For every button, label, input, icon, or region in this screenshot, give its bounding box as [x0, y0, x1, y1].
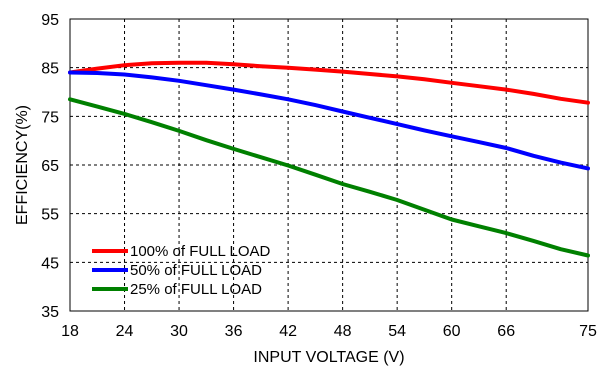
- series-line-1: [68, 60, 590, 105]
- x-tick-label: 54: [388, 323, 406, 340]
- x-tick-label: 30: [170, 323, 188, 340]
- legend: 100% of FULL LOAD 50% of FULL LOAD 25% of …: [92, 243, 271, 298]
- x-tick-label: 24: [116, 323, 134, 340]
- series-lines: [68, 60, 590, 258]
- x-axis-title: INPUT VOLTAGE (V): [253, 349, 404, 366]
- legend-label-1: 100% of FULL LOAD: [130, 243, 271, 260]
- legend-label-2: 50% of FULL LOAD: [130, 262, 262, 279]
- series-line-2: [68, 70, 590, 171]
- legend-label-3: 25% of FULL LOAD: [130, 281, 262, 298]
- x-tick-label: 36: [225, 323, 243, 340]
- x-tick-label: 42: [279, 323, 297, 340]
- x-axis-ticks: 18 24 30 36 42 48 54 60 66 75: [61, 323, 597, 340]
- y-tick-label: 95: [41, 12, 59, 29]
- plot-area-frame: [69, 18, 589, 312]
- y-tick-label: 45: [41, 255, 59, 272]
- x-tick-label: 66: [497, 323, 515, 340]
- y-tick-label: 85: [41, 61, 59, 78]
- y-axis-ticks: 35 45 55 65 75 85 95: [41, 12, 59, 321]
- y-tick-label: 35: [41, 304, 59, 321]
- x-tick-label: 18: [61, 323, 79, 340]
- y-tick-label: 65: [41, 158, 59, 175]
- y-tick-label: 75: [41, 109, 59, 126]
- series-line-3: [68, 97, 590, 258]
- x-tick-label: 60: [443, 323, 461, 340]
- y-tick-label: 55: [41, 207, 59, 224]
- x-tick-label: 75: [579, 323, 597, 340]
- x-tick-label: 48: [334, 323, 352, 340]
- y-axis-title: EFFICIENCY(%): [14, 105, 31, 225]
